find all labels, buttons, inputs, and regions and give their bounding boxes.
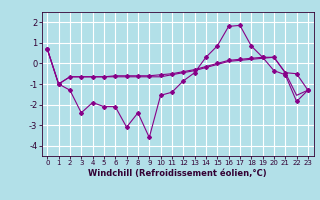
X-axis label: Windchill (Refroidissement éolien,°C): Windchill (Refroidissement éolien,°C) bbox=[88, 169, 267, 178]
